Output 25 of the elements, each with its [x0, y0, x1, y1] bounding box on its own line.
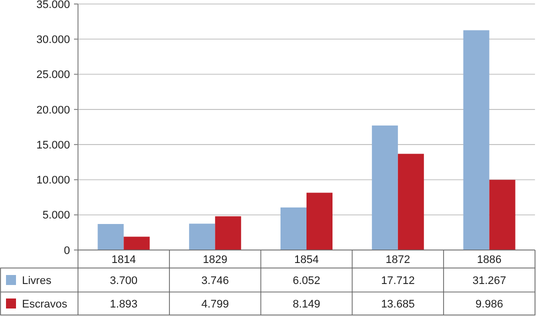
data-label: 1.893: [110, 298, 138, 310]
x-tick-label: 1872: [386, 254, 410, 266]
data-label: 8.149: [292, 298, 320, 310]
y-tick-label: 10.000: [36, 174, 70, 187]
legend-label: Livres: [22, 274, 52, 287]
data-label: 3.746: [201, 274, 229, 287]
x-tick-label: 1814: [111, 254, 136, 266]
y-tick-label: 0: [64, 244, 70, 257]
y-tick-label: 25.000: [36, 69, 70, 82]
y-tick-label: 20.000: [36, 104, 70, 116]
data-label: 3.700: [110, 274, 138, 287]
legend-label: Escravos: [22, 298, 68, 310]
data-label: 31.267: [472, 274, 506, 287]
y-tick-label: 15.000: [36, 139, 70, 152]
x-tick-label: 1829: [202, 254, 228, 266]
data-label: 6.052: [292, 274, 320, 287]
y-tick-label: 5.000: [42, 210, 70, 222]
data-label: 17.712: [381, 274, 415, 287]
y-tick-label: 30.000: [36, 34, 70, 46]
x-tick-label: 1854: [294, 254, 319, 266]
data-label: 4.799: [201, 298, 229, 310]
data-label: 13.685: [381, 298, 415, 310]
y-tick-label: 35.000: [36, 0, 70, 11]
data-label: 9.986: [476, 298, 504, 310]
x-tick-label: 1886: [477, 254, 502, 266]
